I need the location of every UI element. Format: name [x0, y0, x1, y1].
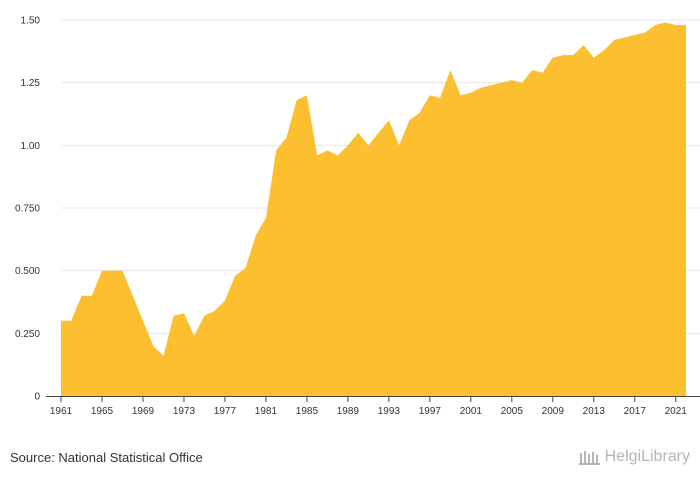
- x-tick-label: 1977: [214, 406, 237, 417]
- y-tick-label: 1.25: [21, 78, 41, 89]
- x-tick-label: 1989: [337, 406, 360, 417]
- brand-name: HelgiLibrary: [604, 448, 690, 465]
- x-tick-label: 2009: [542, 406, 565, 417]
- x-tick-label: 1961: [50, 406, 73, 417]
- x-tick-label: 1973: [173, 406, 196, 417]
- x-tick-label: 1981: [255, 406, 278, 417]
- x-axis-tick-labels: 1961 1965 1969 1973 1977 1981 1985 1989 1993 1997…: [50, 406, 687, 417]
- x-tick-label: 2005: [501, 406, 524, 417]
- x-tick-label: 1997: [419, 406, 442, 417]
- axes: [46, 396, 700, 402]
- x-tick-label: 2017: [624, 406, 647, 417]
- y-axis-tick-labels: 0 0.250 0.500 0.750 1.00 1.25 1.50: [15, 16, 40, 403]
- x-tick-label: 1969: [132, 406, 155, 417]
- x-tick-label: 2021: [665, 406, 688, 417]
- y-tick-label: 0: [34, 392, 40, 403]
- x-tick-label: 1985: [296, 406, 319, 417]
- library-icon: [578, 451, 600, 465]
- x-tick-label: 1965: [91, 406, 114, 417]
- y-tick-label: 0.500: [15, 266, 40, 277]
- y-tick-label: 0.250: [15, 329, 40, 340]
- helgilibrary-logo: HelgiLibrary: [578, 448, 690, 466]
- x-tick-label: 1993: [378, 406, 401, 417]
- y-tick-label: 0.750: [15, 204, 40, 215]
- y-tick-label: 1.50: [21, 16, 41, 27]
- x-tick-label: 2013: [583, 406, 606, 417]
- source-note: Source: National Statistical Office: [10, 450, 203, 465]
- x-tick-label: 2001: [460, 406, 483, 417]
- y-tick-label: 1.00: [21, 141, 41, 152]
- area-series: [61, 22, 686, 396]
